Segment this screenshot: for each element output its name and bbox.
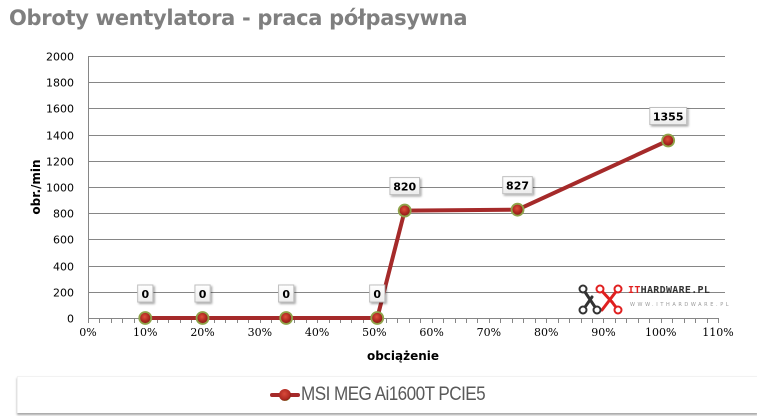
y-tick-label: 400 [53,261,74,274]
x-tick-label: 20% [190,326,214,339]
data-point-marker[interactable] [370,311,385,325]
gridlines [88,56,725,319]
legend-line-marker-icon [270,388,301,402]
data-point-marker[interactable] [195,311,210,325]
x-tick-label: 50% [362,326,386,339]
y-tick-label: 800 [53,208,74,221]
svg-text:0: 0 [199,288,207,301]
watermark-brand: ITHARDWARE.PL [628,285,711,296]
x-tick-label: 90% [591,326,615,339]
chart-title: Obroty wentylatora - praca półpasywna [9,6,468,30]
line-chart: 0 200 400 600 800 1000 1200 1400 1600 1800 2000 0%… [29,51,734,364]
y-tick-label: 600 [53,234,74,247]
data-label: 827 [502,176,533,195]
data-series [138,133,676,325]
y-axis-title: obr./min [29,159,43,214]
x-tick-label: 40% [305,326,329,339]
data-label: 0 [369,284,386,303]
y-tick-label: 1600 [46,103,74,116]
y-tick-label: 0 [67,313,74,326]
svg-text:0: 0 [373,288,381,301]
svg-text:827: 827 [506,180,529,193]
y-axis-ticks: 0 200 400 600 800 1000 1200 1400 1600 1800 2000 [46,51,74,326]
x-axis: 0% 10% 20% 30% 40% 50% 60% 70% 80% 90% 100% 110% [79,318,734,339]
x-tick-label: 100% [645,326,676,339]
svg-text:0: 0 [282,288,290,301]
data-point-marker[interactable] [510,202,525,217]
y-tick-label: 2000 [46,51,74,64]
data-point-marker[interactable] [397,203,412,218]
y-tick-label: 1800 [46,77,74,90]
ithardware-logo-icon [578,284,623,315]
y-tick-label: 1000 [46,182,74,195]
ithardware-watermark: ITHARDWARE.PL WWW.ITHARDWARE.PL [578,283,732,319]
y-tick-label: 200 [53,287,74,300]
data-point-marker[interactable] [138,311,153,325]
x-tick-label: 70% [477,326,501,339]
svg-text:820: 820 [393,181,416,194]
legend: MSI MEG Ai1600T PCIE5 [17,376,757,413]
data-label: 0 [278,284,295,303]
data-label: 0 [194,284,211,303]
y-tick-label: 1200 [46,156,74,169]
x-tick-label: 0% [79,326,96,339]
data-label: 1355 [649,106,688,125]
data-point-marker[interactable] [279,311,294,325]
x-tick-label: 10% [133,326,157,339]
data-labels: 0 0 0 0 820 827 1355 [137,106,688,303]
x-axis-title: obciążenie [367,349,439,363]
svg-text:1355: 1355 [653,110,684,123]
data-label: 820 [389,177,421,196]
legend-series-label[interactable]: MSI MEG Ai1600T PCIE5 [301,384,486,405]
x-tick-label: 110% [702,326,733,339]
watermark-url: WWW.ITHARDWARE.PL [630,302,732,308]
x-tick-label: 30% [248,326,272,339]
x-tick-label: 80% [534,326,558,339]
data-label: 0 [137,284,154,303]
data-point-marker[interactable] [661,133,676,148]
y-tick-label: 1400 [46,130,74,143]
x-tick-label: 60% [419,326,443,339]
svg-text:0: 0 [141,288,149,301]
